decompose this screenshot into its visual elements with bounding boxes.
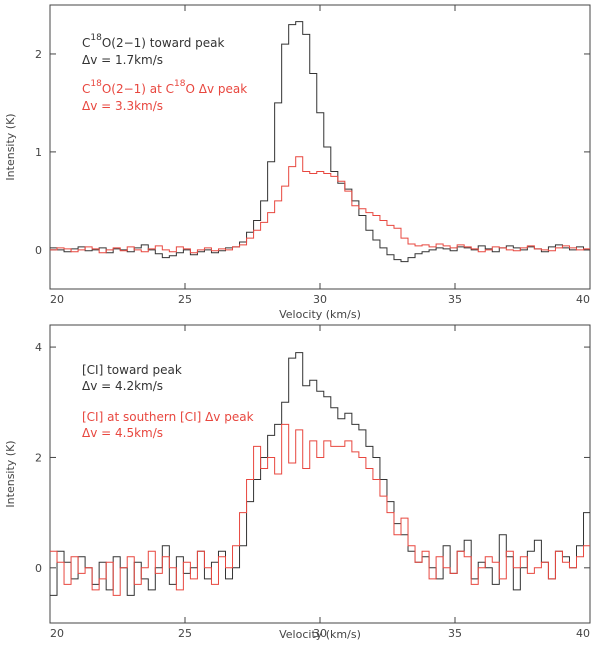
panel-bottom-series (50, 352, 590, 596)
panel-top-ticks: 20 25 30 35 40 0 1 2 (35, 5, 591, 306)
panel-bottom-xtick-label-35: 35 (448, 627, 462, 640)
panel-top-xtick-label-35: 35 (448, 293, 462, 306)
panel-bottom-ticks: 20 25 30 35 40 0 2 4 (35, 325, 591, 640)
panel-bottom-ylabel: Intensity (K) (4, 440, 17, 507)
panel-bottom-xtick-label-40: 40 (576, 627, 590, 640)
legend-bottom-red-line2: Δv = 4.5km/s (82, 426, 163, 440)
panel-top-series-black (50, 21, 590, 263)
legend-top-black-line2: Δv = 1.7km/s (82, 53, 163, 67)
panel-top-xtick-label-25: 25 (178, 293, 192, 306)
panel-top-ytick-label-2: 2 (35, 48, 42, 61)
legend-top-red-line2: Δv = 3.3km/s (82, 99, 163, 113)
legend-bottom-black-line1: [CI] toward peak (82, 363, 182, 377)
panel-bottom-series-red (50, 423, 590, 596)
panel-top-ytick-label-0: 0 (35, 244, 42, 257)
panel-top-xtick-label-30: 30 (313, 293, 327, 306)
panel-bottom: 20 25 30 35 40 0 2 4 [CI] toward peak Δv = 4.2k… (4, 324, 591, 641)
panel-top-ylabel: Intensity (K) (4, 113, 17, 180)
panel-bottom-xtick-label-20: 20 (50, 627, 64, 640)
panel-top-ytick-label-1: 1 (35, 146, 42, 159)
panel-top-xlabel: Velocity (km/s) (279, 308, 361, 321)
panel-top-series (50, 21, 590, 263)
panel-bottom-ytick-label-2: 2 (35, 451, 42, 464)
panel-bottom-xtick-label-25: 25 (178, 627, 192, 640)
panel-bottom-xtick-label-30: 30 (313, 627, 327, 640)
panel-bottom-ytick-label-0: 0 (35, 562, 42, 575)
legend-top-red-line1: C18O(2−1) at C18O Δv peak (82, 79, 247, 96)
legend-bottom-red-line1: [CI] at southern [CI] Δv peak (82, 410, 254, 424)
panel-top-xtick-label-20: 20 (50, 293, 64, 306)
legend-bottom-black-line2: Δv = 4.2km/s (82, 379, 163, 393)
panel-bottom-xlabel: Velocity (km/s) (279, 628, 361, 641)
panel-top: 20 25 30 35 40 0 1 2 C18O(2−1) toward peak Δv =… (4, 4, 591, 321)
panel-bottom-ytick-label-4: 4 (35, 341, 42, 354)
panel-top-series-red (50, 156, 590, 254)
legend-top-black-line1: C18O(2−1) toward peak (82, 33, 225, 50)
panel-top-xtick-label-40: 40 (576, 293, 590, 306)
